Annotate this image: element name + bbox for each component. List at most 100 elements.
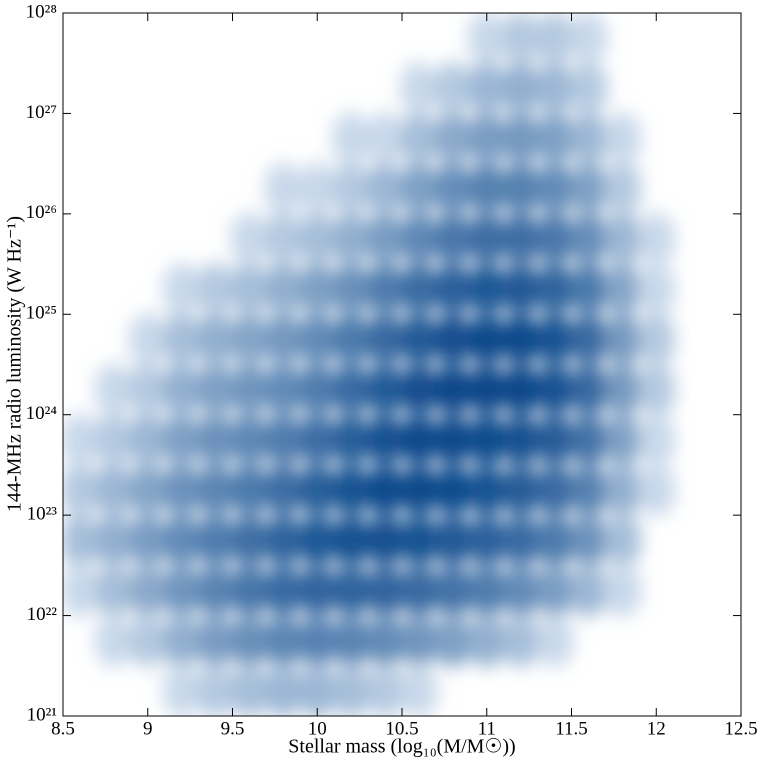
hexbin-cell xyxy=(570,13,607,68)
hexbin-cell xyxy=(604,460,641,520)
hexbin-cell xyxy=(265,260,302,319)
hexbin-cell xyxy=(265,661,302,716)
hexbin-cell xyxy=(366,410,404,469)
hexbin-cell xyxy=(366,310,404,369)
y-tick-label: 10²¹ xyxy=(27,704,58,725)
hexbin-cell xyxy=(163,661,200,716)
hexbin-cell xyxy=(197,360,234,419)
hexbin-cell xyxy=(468,410,505,469)
hexbin-cell xyxy=(332,410,370,469)
hexbin-cell xyxy=(536,460,573,520)
hexbin-cell xyxy=(332,109,370,168)
x-tick-label: 11 xyxy=(478,718,496,739)
hexbin-cell xyxy=(468,59,505,118)
hexbin-cell xyxy=(400,511,438,570)
hexbin-cell xyxy=(265,561,302,620)
hexbin-cell xyxy=(332,511,370,570)
hexbin-cell xyxy=(570,310,607,369)
hexbin-cell xyxy=(434,511,472,570)
hexbin-cell xyxy=(502,209,539,269)
hexbin-cell xyxy=(366,661,404,716)
hexbin-cell xyxy=(129,310,166,369)
hexbin-cell xyxy=(638,460,675,520)
hexbin-cell xyxy=(366,109,404,168)
y-tick-label: 10²⁴ xyxy=(26,403,58,424)
hexbin-cell xyxy=(434,159,472,218)
hexbin-cell xyxy=(265,460,302,520)
hexbin-cell xyxy=(468,310,505,369)
hexbin-cell xyxy=(332,260,370,319)
hexbin-cell xyxy=(366,360,404,419)
hexbin-cell xyxy=(163,511,200,570)
hexbin-cell xyxy=(502,109,539,168)
hexbin-cell xyxy=(502,159,539,218)
hexbin-cell xyxy=(231,460,268,520)
hexbin-cell xyxy=(231,661,268,716)
hexbin-cell xyxy=(400,611,438,670)
hexbin-cell xyxy=(536,410,573,469)
hexbin-cell xyxy=(604,260,641,319)
hexbin-cell xyxy=(604,410,641,469)
hexbin-cell xyxy=(95,611,133,670)
hexbin-cell xyxy=(502,59,539,118)
hexbin-cell xyxy=(604,511,641,570)
hexbin-cell xyxy=(536,159,573,218)
hexbin-cell xyxy=(400,410,438,469)
hexbin-cell xyxy=(332,310,370,369)
hexbin-cell xyxy=(265,611,302,670)
hexbin-cell xyxy=(400,159,438,218)
hexbin-cell xyxy=(468,561,505,620)
hexbin-cell xyxy=(434,209,472,269)
hexbin-cell xyxy=(536,360,573,419)
hexbin-cell xyxy=(468,13,505,68)
hexbin-cell xyxy=(332,360,370,419)
hexbin-cell xyxy=(536,59,573,118)
x-tick-label: 10.5 xyxy=(385,718,418,739)
hexbin-cell xyxy=(468,109,505,168)
hexbin-cell xyxy=(638,260,675,319)
hexbin-cell xyxy=(570,460,607,520)
hexbin-cell xyxy=(434,561,472,620)
hexbin-cell xyxy=(129,460,166,520)
hexbin-cell xyxy=(502,410,539,469)
hexbin-cell xyxy=(299,310,336,369)
hexbin-cell xyxy=(197,260,234,319)
hexbin-cell xyxy=(468,611,505,670)
hexbin-cell xyxy=(604,360,641,419)
hexbin-cell xyxy=(468,460,505,520)
hexbin-cell xyxy=(299,561,336,620)
hexbin-cell xyxy=(366,460,404,520)
hexbin-cell xyxy=(163,460,200,520)
hexbin-cell xyxy=(197,460,234,520)
hexbin-cell xyxy=(502,260,539,319)
hexbin-cell xyxy=(400,460,438,520)
hexbin-cell xyxy=(638,209,675,269)
hexbin-cell xyxy=(299,260,336,319)
hexbin-cell xyxy=(604,109,641,168)
hexbin-cell xyxy=(95,511,133,570)
hexbin-cell xyxy=(163,410,200,469)
hexbin-cell xyxy=(129,360,166,419)
hexbin-cell xyxy=(231,611,268,670)
hexbin-cell xyxy=(265,360,302,419)
hexbin-cell xyxy=(434,460,472,520)
hexbin-cell xyxy=(536,13,573,68)
hexbin-cell xyxy=(231,561,268,620)
hexbin-cell xyxy=(299,661,336,716)
hexbin-cell xyxy=(570,209,607,269)
hexbin-cell xyxy=(332,159,370,218)
hexbin-cell xyxy=(604,310,641,369)
hexbin-cell xyxy=(129,410,166,469)
hexbin-cell xyxy=(197,661,234,716)
hexbin-cell xyxy=(400,59,438,118)
hexbin-cell xyxy=(197,310,234,369)
hexbin-cell xyxy=(502,13,539,68)
hexbin-cell xyxy=(265,310,302,369)
hexbin-cell xyxy=(332,460,370,520)
hexbin-cell xyxy=(197,511,234,570)
hexbin-cell xyxy=(536,260,573,319)
hexbin-cell xyxy=(604,159,641,218)
hexbin-cell xyxy=(299,511,336,570)
x-tick-label: 9 xyxy=(143,718,153,739)
